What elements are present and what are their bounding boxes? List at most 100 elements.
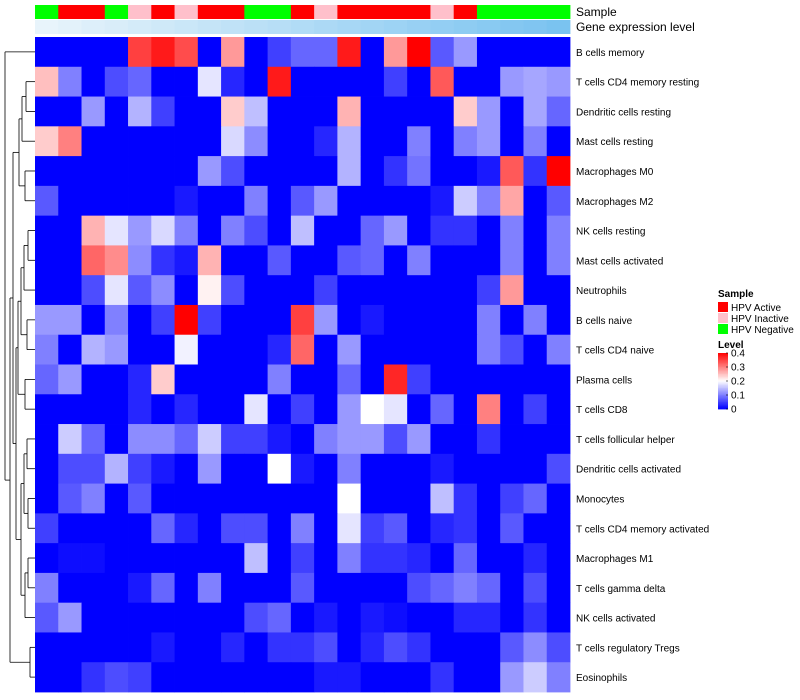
heatmap-cell [314, 275, 338, 306]
expression-annotation-cell [523, 20, 548, 34]
heatmap-cell [523, 245, 548, 276]
heatmap-cell [58, 245, 82, 276]
heatmap-cell [244, 364, 269, 395]
sample-annotation-cell [453, 5, 478, 19]
expression-annotation-cell [290, 20, 315, 34]
heatmap-cell [546, 37, 571, 68]
heatmap-cell [151, 245, 175, 276]
heatmap-cell [151, 662, 175, 693]
level-colorbar-segment [718, 362, 728, 365]
heatmap-cell [523, 304, 548, 336]
heatmap-cell [360, 662, 385, 693]
heatmap-cell [430, 602, 455, 633]
sample-legend-swatch [718, 324, 728, 334]
heatmap-cell [546, 156, 571, 187]
heatmap-cell [314, 66, 338, 97]
heatmap-cell [314, 483, 338, 514]
heatmap-cell [128, 632, 152, 663]
row-label: NK cells activated [576, 614, 655, 625]
heatmap-cell [407, 37, 431, 68]
heatmap-cell [197, 513, 222, 544]
heatmap-cell [476, 453, 501, 484]
level-colorbar-segment [718, 353, 728, 355]
heatmap-cell [314, 37, 338, 68]
heatmap-cell [221, 424, 245, 455]
heatmap-cell [383, 632, 408, 663]
heatmap-cell [407, 215, 431, 246]
heatmap-cell [383, 662, 408, 693]
heatmap-cell [104, 364, 129, 395]
heatmap-cell [174, 513, 199, 544]
heatmap-cell [290, 37, 315, 68]
heatmap-cell [337, 245, 362, 276]
heatmap-cell [58, 334, 82, 365]
heatmap-cell [35, 334, 59, 365]
heatmap-cell [197, 66, 222, 97]
heatmap-cell [430, 364, 455, 395]
heatmap-cell [244, 37, 269, 68]
heatmap-cell [244, 156, 269, 187]
heatmap-cell [244, 66, 269, 97]
heatmap-cell [314, 453, 338, 484]
sample-legend-swatch [718, 313, 728, 323]
heatmap-cell [314, 543, 338, 574]
heatmap-cell [314, 602, 338, 633]
heatmap-cell [104, 37, 129, 68]
heatmap-cell [267, 245, 292, 276]
heatmap-cell [244, 185, 269, 217]
row-label: B cells naive [576, 316, 633, 327]
heatmap-cell [197, 483, 222, 514]
heatmap-cell [314, 394, 338, 425]
heatmap-cell [221, 513, 245, 544]
heatmap-cell [58, 215, 82, 246]
heatmap-cell [337, 66, 362, 97]
heatmap-cell [523, 96, 548, 127]
expression-annotation-cell [104, 20, 129, 34]
heatmap-cell [197, 424, 222, 455]
heatmap-cell [128, 424, 152, 455]
heatmap-cell [35, 245, 59, 276]
heatmap-cell [337, 37, 362, 68]
heatmap-cell [314, 662, 338, 693]
sample-annotation-cell [104, 5, 129, 19]
heatmap-cell [174, 394, 199, 425]
heatmap-cell [151, 483, 175, 514]
heatmap-cell [174, 543, 199, 574]
heatmap-cell [523, 126, 548, 157]
heatmap-cell [35, 215, 59, 246]
heatmap-cell [453, 66, 478, 97]
row-label: Neutrophils [576, 286, 627, 297]
heatmap-cell [267, 513, 292, 544]
expression-annotation-cell [81, 20, 106, 34]
heatmap-cell [476, 66, 501, 97]
heatmap-cell [430, 37, 455, 68]
level-colorbar-segment [718, 395, 728, 397]
heatmap-cell [174, 453, 199, 484]
heatmap-cell [267, 424, 292, 455]
heatmap-cell [430, 126, 455, 157]
heatmap-cell [337, 602, 362, 633]
heatmap-cell [58, 572, 82, 604]
heatmap-cell [35, 364, 59, 395]
heatmap-cell [476, 126, 501, 157]
heatmap-cell [476, 156, 501, 187]
heatmap-cell [523, 394, 548, 425]
level-colorbar-segment [718, 388, 728, 390]
heatmap-cell [500, 66, 524, 97]
heatmap-cell [104, 453, 129, 484]
heatmap-cell [267, 185, 292, 217]
heatmap-cell [58, 632, 82, 663]
heatmap-cell [383, 37, 408, 68]
heatmap-cell [337, 304, 362, 336]
heatmap-cell [244, 453, 269, 484]
row-label: T cells gamma delta [576, 584, 666, 595]
heatmap-cell [546, 275, 571, 306]
heatmap-cell [104, 96, 129, 127]
level-colorbar-segment [718, 379, 728, 382]
heatmap-cell [290, 185, 315, 217]
heatmap-cell [58, 424, 82, 455]
heatmap-cell [500, 37, 524, 68]
heatmap-cells [35, 37, 571, 693]
heatmap-cell [151, 156, 175, 187]
heatmap-cell [360, 364, 385, 395]
